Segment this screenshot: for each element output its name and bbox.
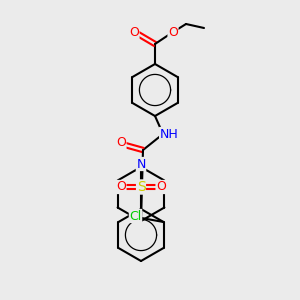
- Text: O: O: [116, 136, 126, 149]
- Text: O: O: [129, 26, 139, 38]
- Text: O: O: [116, 181, 126, 194]
- Text: N: N: [136, 158, 146, 170]
- Text: O: O: [168, 26, 178, 38]
- Text: S: S: [136, 180, 146, 194]
- Text: Cl: Cl: [129, 209, 142, 223]
- Text: NH: NH: [160, 128, 178, 140]
- Text: O: O: [156, 181, 166, 194]
